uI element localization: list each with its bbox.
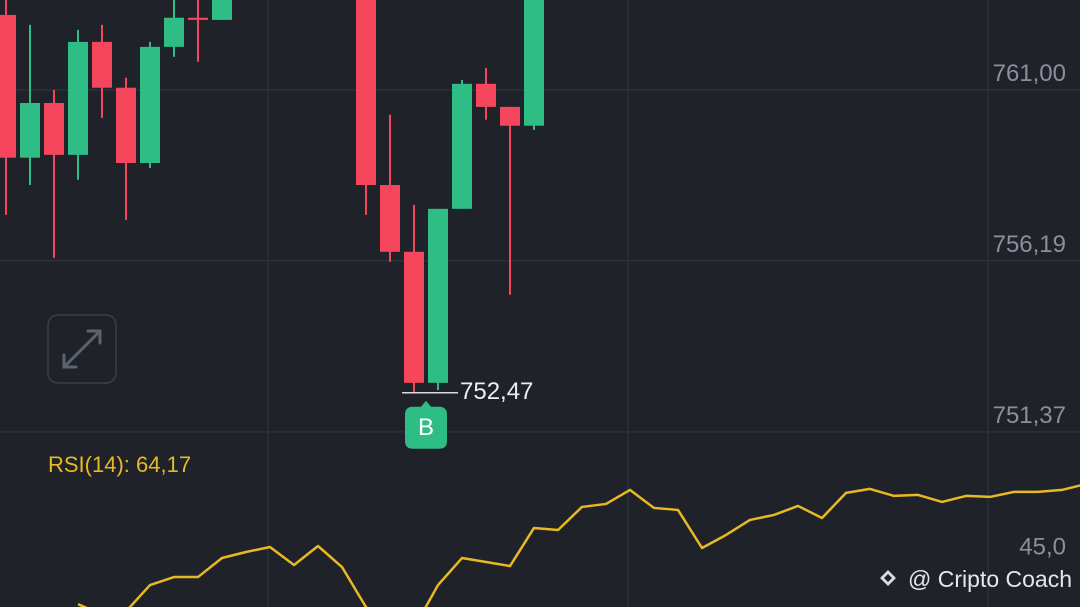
y-tick-label: 751,37: [993, 402, 1066, 429]
y-tick-label: 756,19: [993, 231, 1066, 258]
candle-body: [20, 102, 40, 158]
candle-body: [452, 83, 472, 209]
price-panel: [0, 0, 1080, 433]
expand-button[interactable]: [47, 314, 117, 384]
candle-body: [428, 208, 448, 383]
low-price-label: 752,47: [460, 378, 533, 405]
candle-body: [92, 41, 112, 88]
candle-body: [524, 0, 544, 126]
candle-body: [500, 106, 520, 126]
candle-body: [0, 14, 16, 158]
rsi-title: RSI(14): 64,17: [48, 452, 191, 477]
candle-body: [476, 83, 496, 107]
candle-body: [140, 46, 160, 164]
candle-body: [44, 102, 64, 155]
watermark: @ Cripto Coach: [908, 566, 1072, 592]
expand-icon: [62, 329, 102, 369]
candle-body: [164, 17, 184, 47]
watermark-logo: [880, 570, 896, 586]
rsi-line: [77, 484, 1080, 607]
candle-body: [188, 17, 208, 20]
candle-body: [212, 0, 232, 20]
y-tick-label: 761,00: [993, 60, 1066, 87]
candle-body: [380, 185, 400, 252]
buy-marker-shape: [405, 400, 447, 449]
y-tick-label: 45,0: [1019, 533, 1066, 560]
rsi-panel: [77, 484, 1080, 607]
candle-body: [116, 87, 136, 164]
buy-marker: B: [418, 414, 434, 441]
candle-body: [68, 41, 88, 155]
labels: 761,00 756,19 751,37 752,47 B 45,0 RSI(14): 64…: [48, 60, 1066, 560]
expand-frame: [47, 314, 117, 384]
candle-body: [356, 0, 376, 186]
candle-body: [404, 251, 424, 383]
vertical-grid: [267, 0, 989, 607]
